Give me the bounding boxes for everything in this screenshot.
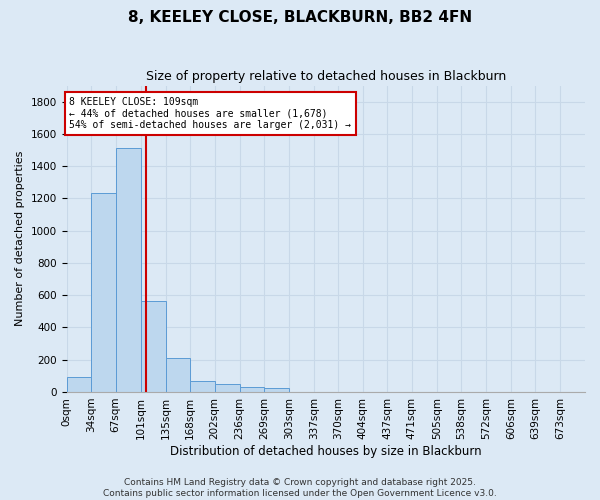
Text: 8, KEELEY CLOSE, BLACKBURN, BB2 4FN: 8, KEELEY CLOSE, BLACKBURN, BB2 4FN xyxy=(128,10,472,25)
Text: Contains HM Land Registry data © Crown copyright and database right 2025.
Contai: Contains HM Land Registry data © Crown c… xyxy=(103,478,497,498)
X-axis label: Distribution of detached houses by size in Blackburn: Distribution of detached houses by size … xyxy=(170,444,482,458)
Title: Size of property relative to detached houses in Blackburn: Size of property relative to detached ho… xyxy=(146,70,506,83)
Bar xyxy=(166,358,190,392)
Bar xyxy=(215,384,239,392)
Bar xyxy=(91,194,116,392)
Bar xyxy=(239,387,264,392)
Bar xyxy=(116,148,140,392)
Bar xyxy=(264,388,289,392)
Y-axis label: Number of detached properties: Number of detached properties xyxy=(15,151,25,326)
Bar xyxy=(190,381,215,392)
Bar xyxy=(67,377,91,392)
Text: 8 KEELEY CLOSE: 109sqm
← 44% of detached houses are smaller (1,678)
54% of semi-: 8 KEELEY CLOSE: 109sqm ← 44% of detached… xyxy=(70,97,352,130)
Bar xyxy=(140,301,166,392)
